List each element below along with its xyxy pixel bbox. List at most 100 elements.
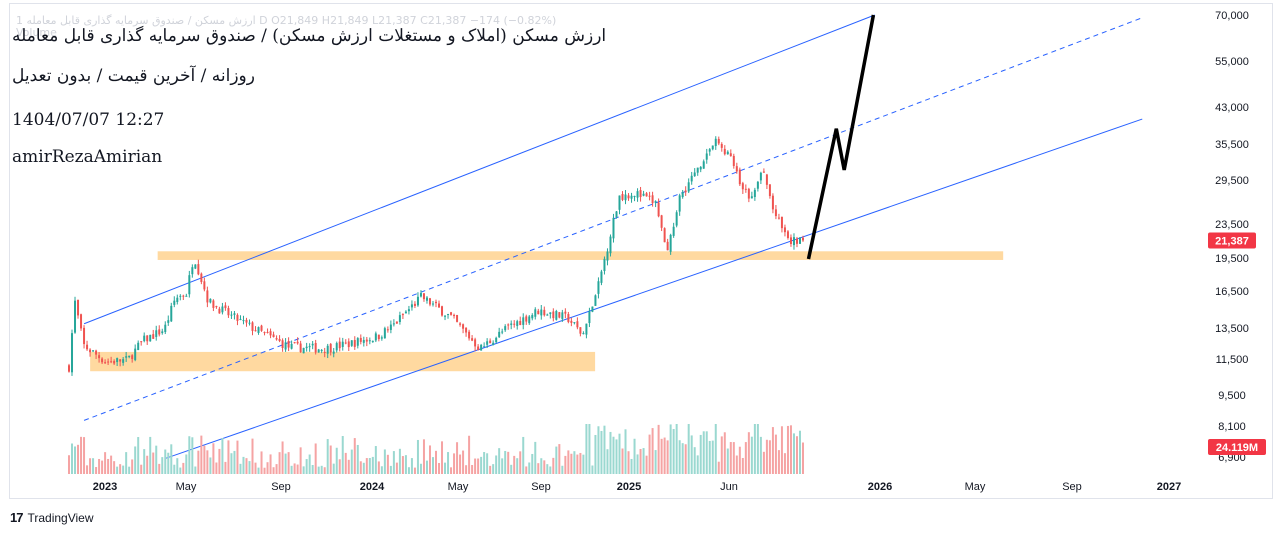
candle-body (215, 306, 218, 308)
volume-bar (131, 459, 134, 474)
volume-bar (344, 452, 347, 474)
y-tick-label: 23,500 (1215, 219, 1249, 231)
candle-body (537, 310, 540, 315)
volume-bar (101, 460, 104, 474)
volume-bar (329, 445, 332, 474)
candle-body (465, 327, 468, 333)
volume-bar (477, 458, 480, 474)
candle-body (609, 236, 612, 254)
x-tick-label: 2024 (360, 481, 385, 493)
candle-body (335, 343, 338, 351)
tradingview-logo[interactable]: 17 TradingView (10, 510, 94, 525)
candle-body (768, 184, 771, 197)
volume-bar (543, 460, 546, 474)
volume-bar (666, 440, 669, 474)
candle-body (347, 341, 350, 348)
annotation-datetime: 1404/07/07 12:27 (12, 110, 165, 130)
volume-bar (726, 448, 729, 474)
candle-body (284, 342, 287, 350)
candle-body (113, 360, 116, 364)
candle-body (68, 365, 70, 372)
candle-body (762, 171, 765, 173)
volume-bar (431, 457, 434, 474)
volume-bar (212, 443, 215, 474)
candle-body (516, 321, 519, 326)
candle-body (774, 209, 777, 217)
volume-bar (579, 452, 582, 474)
volume-bar (413, 467, 416, 474)
volume-bar (245, 458, 248, 474)
candle-body (281, 340, 284, 348)
candle-body (456, 314, 459, 322)
candle-body (314, 342, 317, 353)
volume-bar (71, 443, 74, 474)
candle-body (606, 251, 609, 261)
candle-body (293, 342, 296, 344)
volume-bar (398, 448, 401, 474)
candle-body (197, 264, 200, 275)
volume-bar (275, 464, 278, 474)
chart-frame (9, 3, 1273, 499)
projection-path (806, 14, 876, 260)
volume-bar (765, 439, 768, 474)
candle-body (209, 298, 212, 303)
candle-body (92, 350, 95, 352)
candle-body (155, 330, 158, 337)
candle-body (71, 333, 74, 373)
candle-body (687, 182, 690, 192)
volume-bar (789, 425, 792, 474)
candle-body (735, 166, 738, 172)
volume-bar (335, 447, 338, 474)
volume-bar (209, 457, 212, 474)
candle-body (747, 188, 750, 199)
candle-body (299, 343, 302, 353)
volume-bar (83, 437, 86, 474)
volume-bar (798, 430, 801, 474)
candle-body (266, 331, 269, 333)
volume-bar (305, 459, 308, 474)
candle-body (777, 217, 780, 219)
volume-bar (768, 440, 771, 474)
volume-bar (161, 457, 164, 474)
volume-bar (558, 444, 561, 474)
candle-body (305, 346, 308, 349)
volume-bar (278, 452, 281, 474)
candle-body (320, 349, 323, 351)
volume-bar (326, 439, 329, 474)
volume-bar (350, 449, 353, 474)
volume-bar (495, 455, 498, 474)
candle-body (714, 138, 717, 147)
volume-bar (756, 424, 759, 474)
volume-bar (690, 435, 693, 474)
candle-body (416, 296, 419, 306)
volume-bar (197, 450, 200, 474)
candle-body (660, 215, 663, 228)
candle-body (95, 350, 98, 355)
volume-bar (188, 436, 191, 474)
candle-body (525, 316, 528, 322)
candle-body (723, 148, 726, 155)
volume-bar (152, 452, 155, 474)
candle-body (684, 190, 687, 193)
candle-body (480, 344, 483, 351)
candle-body (128, 355, 131, 358)
volume-bar (407, 467, 410, 474)
volume-bar (116, 466, 119, 474)
candle-body (561, 312, 564, 319)
candle-body (263, 332, 266, 334)
candle-body (573, 322, 576, 324)
x-tick-label: 2026 (868, 481, 892, 493)
volume-bar (347, 459, 350, 474)
volume-bar (642, 448, 645, 474)
volume-bar (639, 448, 642, 474)
candle-body (200, 273, 203, 282)
candle-body (371, 340, 374, 342)
candle-body (597, 281, 600, 294)
tradingview-logo-text: TradingView (27, 510, 94, 525)
volume-bar (221, 438, 224, 474)
volume-bar (564, 455, 567, 474)
candle-body (392, 323, 395, 325)
volume-bar (474, 458, 477, 474)
candle-body (302, 347, 305, 354)
